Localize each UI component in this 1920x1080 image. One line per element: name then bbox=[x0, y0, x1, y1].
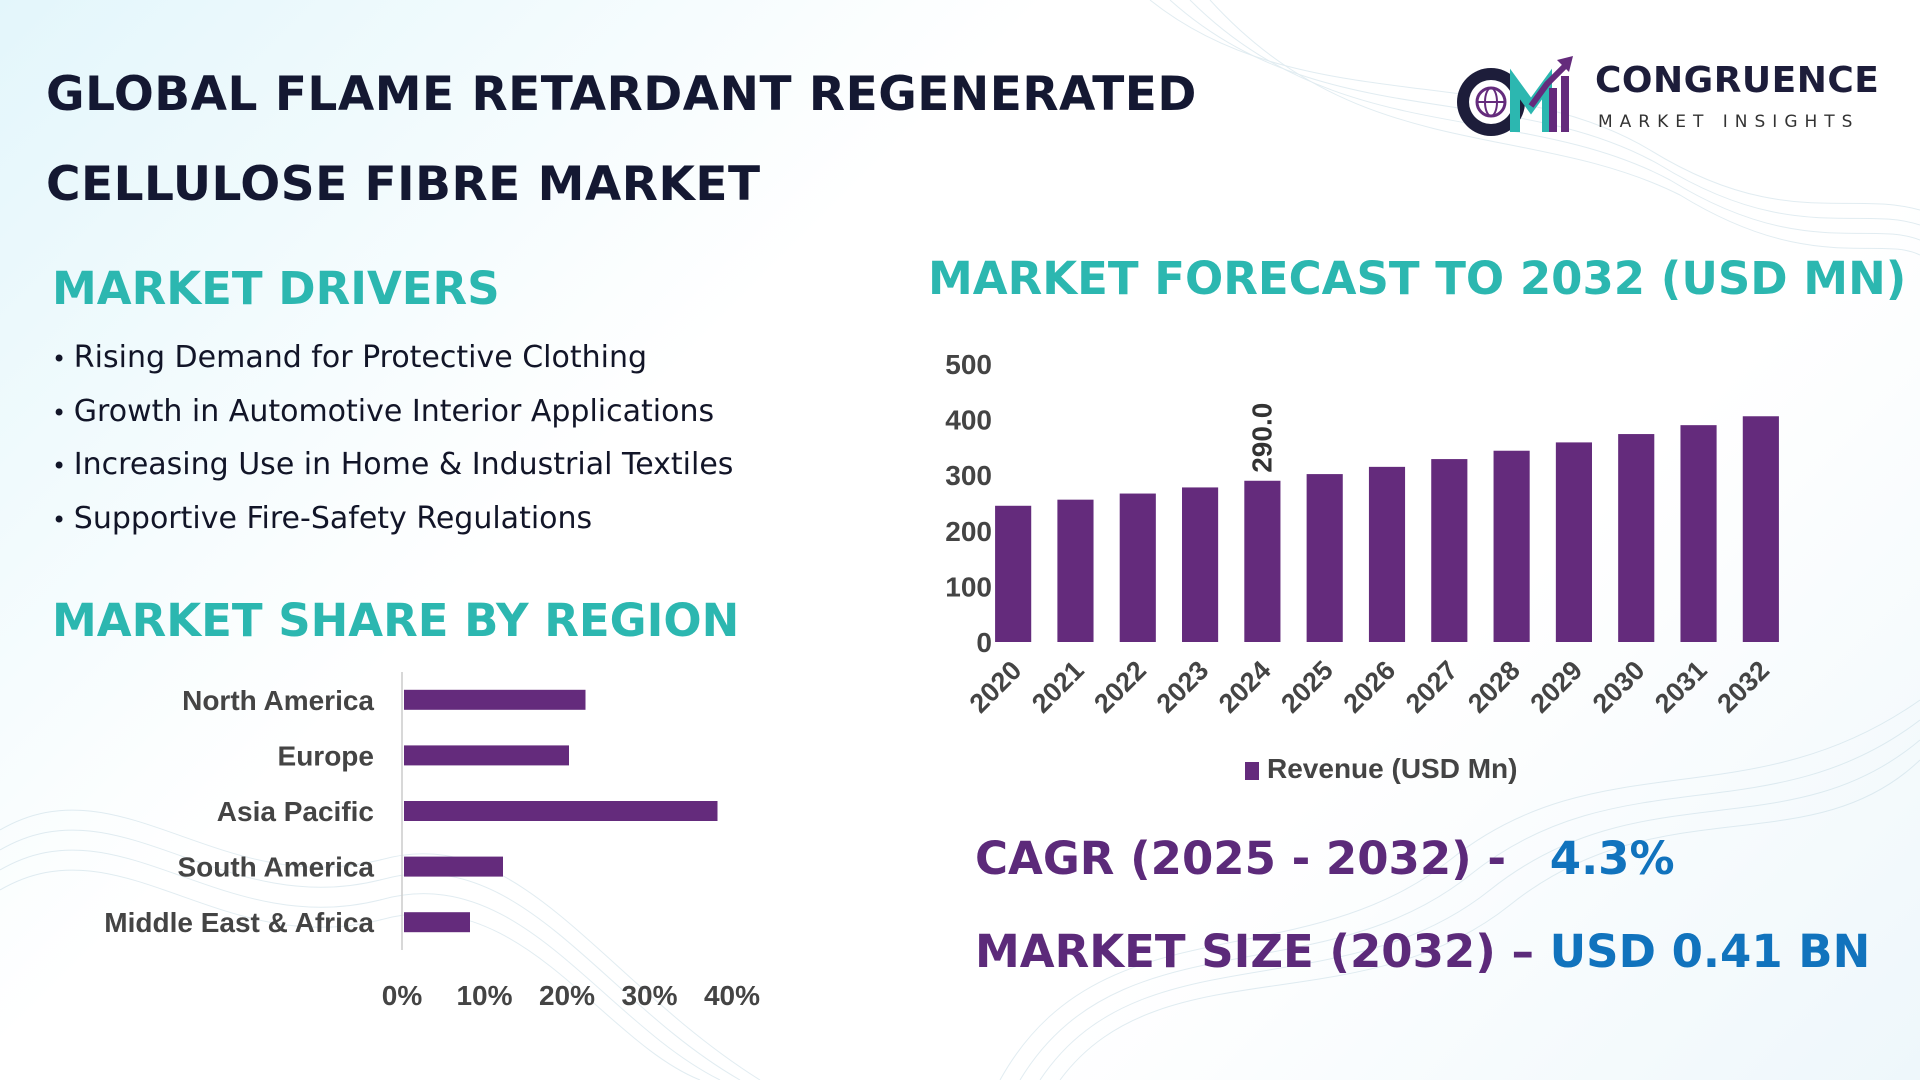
x-tick-label: 40% bbox=[704, 980, 760, 1011]
x-tick-label: 30% bbox=[621, 980, 677, 1011]
region-label: Asia Pacific bbox=[217, 796, 374, 827]
forecast-bar bbox=[1680, 425, 1717, 642]
cmi-globe-growth-logo-icon bbox=[1457, 56, 1573, 136]
forecast-bar bbox=[1493, 450, 1530, 642]
region-bar bbox=[404, 912, 470, 933]
region-share-bar-chart: North America Europe Asia Pacific South Ame… bbox=[104, 672, 760, 1011]
forecast-bar bbox=[1555, 442, 1592, 642]
region-bar bbox=[404, 689, 586, 710]
x-tick-label: 2030 bbox=[1587, 655, 1651, 719]
region-bar bbox=[404, 801, 718, 821]
legend-swatch bbox=[1245, 762, 1259, 780]
x-tick-label: 2023 bbox=[1151, 655, 1215, 719]
company-logo: CONGRUENCE MARKET INSIGHTS bbox=[1445, 44, 1895, 144]
driver-item: Growth in Automotive Interior Applicatio… bbox=[52, 392, 733, 446]
x-tick-label: 2026 bbox=[1338, 655, 1402, 719]
logo-tagline: MARKET INSIGHTS bbox=[1598, 112, 1860, 132]
data-label: 290.0 bbox=[1246, 403, 1277, 473]
y-tick-label: 0 bbox=[976, 627, 992, 658]
x-tick-label: 2028 bbox=[1462, 655, 1526, 719]
forecast-bar bbox=[1119, 493, 1156, 642]
page-title-line-1: GLOBAL FLAME RETARDANT REGENERATED bbox=[46, 67, 1197, 122]
region-bar bbox=[404, 745, 569, 766]
cagr-label: CAGR (2025 - 2032) - bbox=[975, 832, 1507, 885]
region-label: Middle East & Africa bbox=[104, 907, 374, 938]
x-tick-label: 20% bbox=[539, 980, 595, 1011]
market-size-value: USD 0.41 BN bbox=[1549, 925, 1871, 978]
x-tick-label: 2021 bbox=[1026, 655, 1090, 719]
x-tick-label: 0% bbox=[382, 980, 423, 1011]
region-label: Europe bbox=[278, 740, 374, 771]
x-tick-label: 2022 bbox=[1088, 655, 1152, 719]
y-tick-label: 300 bbox=[945, 460, 992, 491]
market-size-label: MARKET SIZE (2032) – bbox=[975, 925, 1534, 978]
forecast-bar bbox=[1368, 466, 1406, 642]
x-tick-label: 2025 bbox=[1275, 655, 1339, 719]
x-tick-label: 2020 bbox=[964, 655, 1028, 719]
forecast-bar bbox=[1182, 487, 1219, 642]
x-tick-label: 2027 bbox=[1400, 655, 1464, 719]
forecast-bar bbox=[1431, 459, 1468, 642]
cagr-stat: CAGR (2025 - 2032) - 4.3% bbox=[975, 832, 1675, 885]
y-tick-label: 400 bbox=[945, 405, 992, 436]
region-label: North America bbox=[182, 685, 374, 716]
x-tick-label: 10% bbox=[456, 980, 512, 1011]
y-tick-label: 500 bbox=[945, 349, 992, 380]
logo-name: CONGRUENCE bbox=[1595, 60, 1880, 101]
forecast-bar bbox=[1244, 480, 1281, 642]
page-title: GLOBAL FLAME RETARDANT REGENERATED CELLU… bbox=[46, 50, 1346, 230]
forecast-bar bbox=[1618, 434, 1655, 642]
driver-item: Rising Demand for Protective Clothing bbox=[52, 338, 733, 392]
market-drivers-list: Rising Demand for Protective Clothing Gr… bbox=[52, 338, 734, 553]
driver-item: Supportive Fire-Safety Regulations bbox=[52, 499, 733, 553]
region-label: South America bbox=[177, 852, 374, 883]
forecast-heading: MARKET FORECAST TO 2032 (USD MN) bbox=[928, 252, 1907, 305]
cagr-value: 4.3% bbox=[1549, 832, 1675, 885]
market-size-stat: MARKET SIZE (2032) – USD 0.41 BN bbox=[975, 925, 1870, 978]
legend-label: Revenue (USD Mn) bbox=[1267, 753, 1517, 784]
x-tick-label: 2024 bbox=[1213, 655, 1277, 719]
forecast-bar bbox=[1742, 416, 1779, 642]
page-title-line-2: CELLULOSE FIBRE MARKET bbox=[46, 157, 761, 212]
driver-item: Increasing Use in Home & Industrial Text… bbox=[52, 445, 734, 499]
x-tick-label: 2032 bbox=[1711, 655, 1775, 719]
x-tick-label: 2029 bbox=[1524, 655, 1588, 719]
market-drivers-heading: MARKET DRIVERS bbox=[52, 262, 500, 315]
region-bar bbox=[404, 856, 503, 877]
region-share-heading: MARKET SHARE BY REGION bbox=[52, 594, 740, 647]
forecast-bar bbox=[1306, 474, 1343, 642]
forecast-bar bbox=[995, 505, 1032, 642]
y-tick-label: 100 bbox=[945, 571, 992, 602]
x-tick-label: 2031 bbox=[1649, 655, 1713, 719]
y-tick-label: 200 bbox=[945, 516, 992, 547]
forecast-bar bbox=[1057, 499, 1094, 642]
